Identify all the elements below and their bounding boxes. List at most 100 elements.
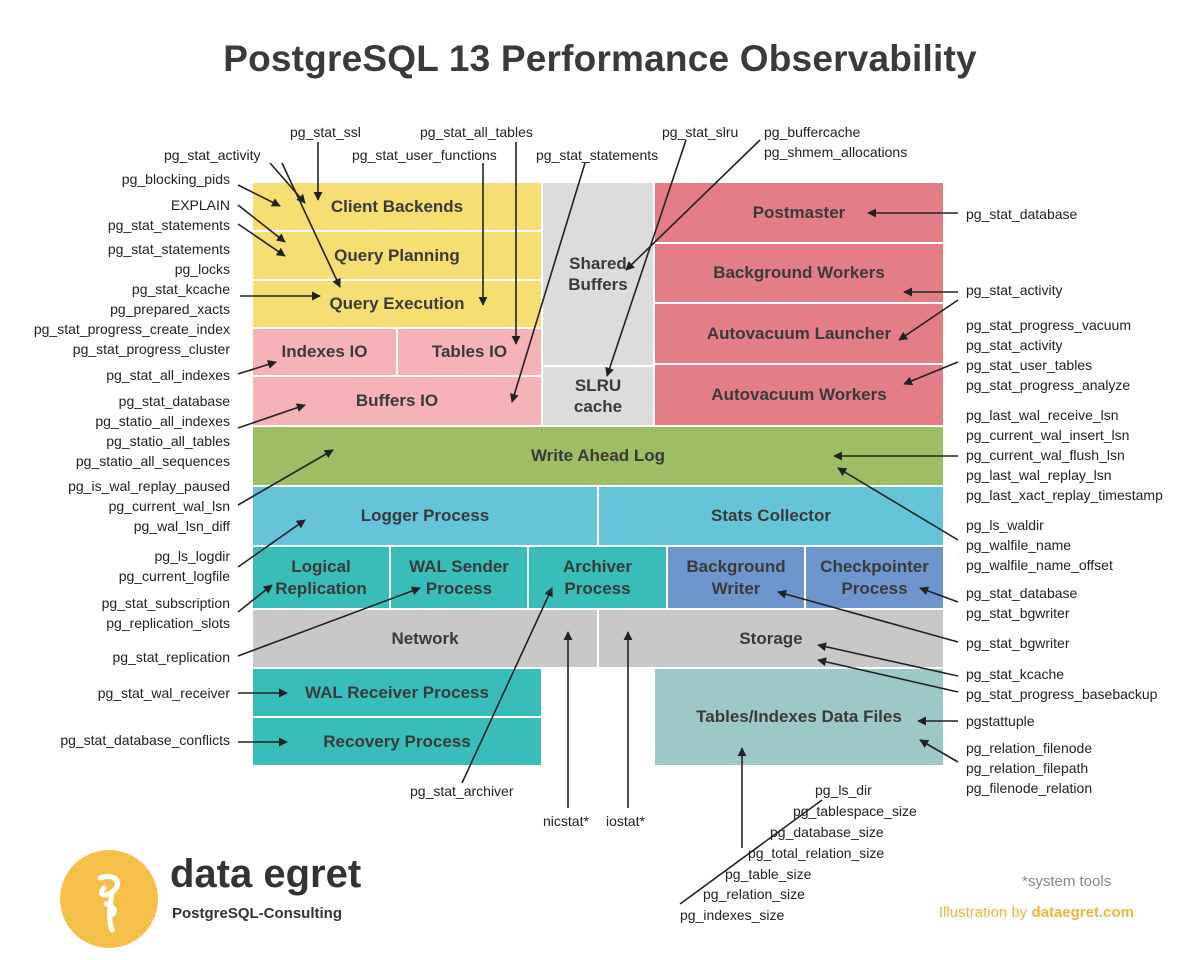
label-pg-stat-user-tables: pg_stat_user_tables <box>966 357 1093 373</box>
label-pg-current-wal-lsn: pg_current_wal_lsn <box>108 498 230 514</box>
label-pg-stat-subscription: pg_stat_subscription <box>101 595 230 611</box>
slru-cache-label: SLRU cache <box>573 375 623 416</box>
logical-replication-label: Logical Replication <box>275 557 367 598</box>
arrow-statio <box>237 403 306 429</box>
label-pg-stat-activity-top: pg_stat_activity <box>164 147 261 163</box>
label-pg-blocking-pids: pg_blocking_pids <box>121 171 230 187</box>
buffers-io-label: Buffers IO <box>355 391 439 411</box>
label-pg-filenode-relation: pg_filenode_relation <box>966 780 1093 796</box>
label-pg-stat-bgwriter-2: pg_stat_bgwriter <box>966 635 1070 651</box>
label-pg-stat-slru: pg_stat_slru <box>662 124 739 140</box>
query-planning-box: Query Planning <box>253 232 541 279</box>
archiver-process-box: Archiver Process <box>529 547 666 608</box>
data-files-label: Tables/Indexes Data Files <box>696 707 902 727</box>
arrow-logdir <box>237 519 306 568</box>
credit-prefix: Illustration by <box>938 904 1032 921</box>
arrow-statements-buffers <box>510 162 586 403</box>
arrow-replication <box>237 586 421 657</box>
arrow-archiver <box>461 587 553 784</box>
wal-sender-process-label: WAL Sender Process <box>409 557 509 598</box>
label-pg-tablespace-size: pg_tablespace_size <box>793 803 917 819</box>
logo-name: data egret <box>170 852 362 896</box>
label-explain: EXPLAIN <box>170 197 230 213</box>
label-pg-relation-size: pg_relation_size <box>703 886 805 902</box>
arrow-kcache <box>817 642 959 677</box>
illustration-credit: Illustration by dataegret.com <box>939 904 1134 921</box>
label-pg-prepared-xacts: pg_prepared_xacts <box>110 301 230 317</box>
label-pg-stat-kcache-left: pg_stat_kcache <box>131 281 230 297</box>
label-pg-ls-dir: pg_ls_dir <box>815 782 872 798</box>
label-pg-walfile-name-offset: pg_walfile_name_offset <box>966 557 1113 573</box>
label-pg-current-wal-flush-lsn: pg_current_wal_flush_lsn <box>966 447 1125 463</box>
wal-receiver-process-label: WAL Receiver Process <box>305 682 489 702</box>
label-pg-shmem-allocations: pg_shmem_allocations <box>764 144 908 160</box>
label-pg-table-size: pg_table_size <box>725 866 812 882</box>
background-workers-label: Background Workers <box>713 263 885 283</box>
indexes-io-label: Indexes IO <box>281 342 368 362</box>
label-pg-relation-filenode: pg_relation_filenode <box>966 740 1093 756</box>
label-pg-current-wal-insert-lsn: pg_current_wal_insert_lsn <box>966 427 1130 443</box>
label-pg-stat-statements-b: pg_stat_statements <box>107 241 230 257</box>
logger-process-label: Logger Process <box>360 506 490 526</box>
storage-box: Storage <box>599 610 943 667</box>
label-pg-stat-wal-receiver: pg_stat_wal_receiver <box>97 685 230 701</box>
arrow-statements-planning <box>237 223 286 257</box>
autovacuum-workers-label: Autovacuum Workers <box>711 385 887 405</box>
label-pg-stat-activity-right-2: pg_stat_activity <box>966 337 1063 353</box>
egret-logo-icon <box>60 850 158 948</box>
client-backends-label: Client Backends <box>330 196 464 216</box>
label-pg-stat-archiver: pg_stat_archiver <box>410 783 514 799</box>
label-pg-stat-replication: pg_stat_replication <box>112 649 230 665</box>
label-pg-stat-activity-right: pg_stat_activity <box>966 282 1063 298</box>
network-box: Network <box>253 610 597 667</box>
arrow-subscription <box>237 584 273 613</box>
label-pg-wal-lsn-diff: pg_wal_lsn_diff <box>133 518 230 534</box>
background-workers-box: Background Workers <box>655 244 943 302</box>
label-pg-stat-database-left: pg_stat_database <box>118 393 230 409</box>
storage-label: Storage <box>739 628 803 648</box>
system-tools-note: *system tools <box>1022 873 1112 890</box>
write-ahead-log-box: Write Ahead Log <box>253 427 943 485</box>
postmaster-label: Postmaster <box>752 202 846 222</box>
label-pg-stat-progress-create-index: pg_stat_progress_create_index <box>33 321 230 337</box>
label-nicstat: nicstat* <box>543 813 589 829</box>
query-planning-label: Query Planning <box>334 245 460 265</box>
arrow-activity-client <box>269 162 306 204</box>
label-pg-walfile-name: pg_walfile_name <box>966 537 1072 553</box>
wal-sender-process-box: WAL Sender Process <box>391 547 527 608</box>
label-pg-indexes-size: pg_indexes_size <box>680 907 785 923</box>
label-pg-total-relation-size: pg_total_relation_size <box>748 845 885 861</box>
label-pg-stat-user-functions: pg_stat_user_functions <box>352 147 497 163</box>
sizes-fan-line <box>679 799 823 905</box>
label-pg-buffercache: pg_buffercache <box>764 124 861 140</box>
arrow-av-workers <box>903 361 959 386</box>
credit-site: dataegret.com <box>1031 904 1134 921</box>
label-pg-stat-statements-top: pg_stat_statements <box>536 147 659 163</box>
wal-receiver-process-box: WAL Receiver Process <box>253 669 541 716</box>
label-pg-ls-waldir: pg_ls_waldir <box>966 517 1044 533</box>
label-pg-stat-bgwriter: pg_stat_bgwriter <box>966 605 1070 621</box>
checkpointer-process-box: Checkpointer Process <box>806 547 943 608</box>
label-pg-database-size: pg_database_size <box>770 824 884 840</box>
arrow-basebackup <box>817 657 959 693</box>
label-pg-last-wal-receive-lsn: pg_last_wal_receive_lsn <box>966 407 1119 423</box>
label-pg-stat-database-right-2: pg_stat_database <box>966 585 1078 601</box>
label-pg-statio-all-tables: pg_statio_all_tables <box>106 433 230 449</box>
data-files-box: Tables/Indexes Data Files <box>655 669 943 765</box>
network-label: Network <box>391 628 459 648</box>
logger-process-box: Logger Process <box>253 487 597 545</box>
label-pg-stat-progress-basebackup: pg_stat_progress_basebackup <box>966 686 1158 702</box>
arrow-bgwriter <box>777 589 959 643</box>
label-pg-stat-database-right: pg_stat_database <box>966 206 1078 222</box>
logical-replication-box: Logical Replication <box>253 547 389 608</box>
query-execution-label: Query Execution <box>329 294 465 314</box>
arrow-blocking-pids <box>237 184 281 207</box>
arrow-explain <box>237 204 286 243</box>
tables-io-label: Tables IO <box>431 342 508 362</box>
diagram-title: PostgreSQL 13 Performance Observability <box>223 38 977 79</box>
arrow-waldir <box>837 467 959 541</box>
shared-buffers-box: Shared Buffers <box>543 183 653 365</box>
arrow-filenode <box>919 739 959 763</box>
arrow-wal-left <box>237 449 334 506</box>
label-pg-statio-all-indexes: pg_statio_all_indexes <box>95 413 230 429</box>
